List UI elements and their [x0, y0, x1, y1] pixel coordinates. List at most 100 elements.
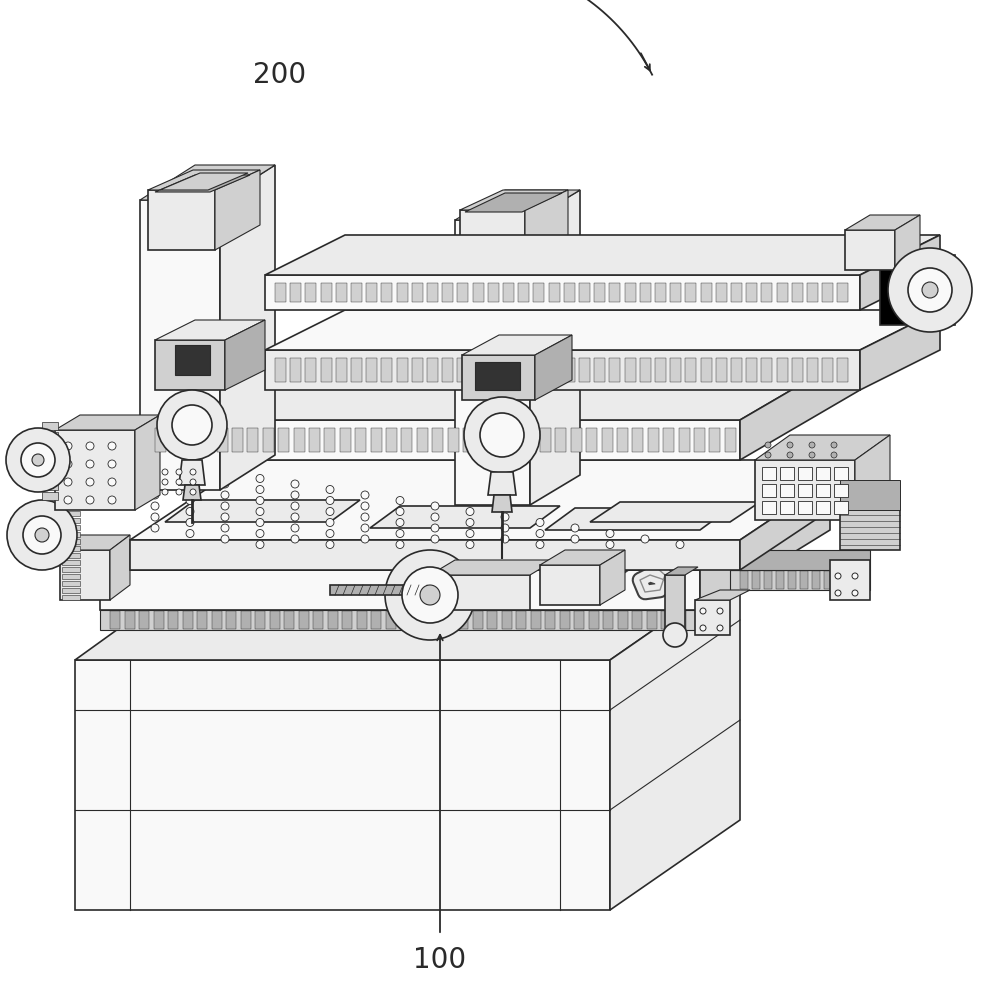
- Polygon shape: [442, 283, 453, 302]
- Polygon shape: [182, 611, 192, 629]
- Polygon shape: [824, 571, 832, 589]
- Circle shape: [361, 513, 369, 521]
- Circle shape: [256, 497, 264, 505]
- Polygon shape: [397, 358, 408, 382]
- Polygon shape: [777, 358, 788, 382]
- Circle shape: [35, 528, 49, 542]
- Polygon shape: [62, 567, 80, 572]
- Polygon shape: [110, 535, 130, 600]
- Circle shape: [162, 479, 168, 485]
- Polygon shape: [290, 283, 301, 302]
- Polygon shape: [444, 611, 454, 629]
- Polygon shape: [798, 467, 812, 480]
- Circle shape: [151, 502, 159, 510]
- Polygon shape: [588, 611, 598, 629]
- Circle shape: [221, 469, 229, 477]
- Circle shape: [221, 480, 229, 488]
- Polygon shape: [731, 283, 742, 302]
- Circle shape: [501, 524, 509, 532]
- Polygon shape: [740, 350, 860, 460]
- Polygon shape: [807, 358, 818, 382]
- Polygon shape: [240, 611, 250, 629]
- Circle shape: [151, 469, 159, 477]
- Polygon shape: [148, 190, 215, 250]
- Circle shape: [852, 573, 858, 579]
- Polygon shape: [816, 484, 830, 497]
- Polygon shape: [780, 501, 794, 514]
- Polygon shape: [549, 358, 560, 382]
- Polygon shape: [442, 358, 453, 382]
- Circle shape: [466, 530, 474, 538]
- Polygon shape: [602, 428, 613, 452]
- Polygon shape: [217, 428, 228, 452]
- Polygon shape: [694, 428, 705, 452]
- Polygon shape: [746, 283, 757, 302]
- Polygon shape: [540, 428, 551, 452]
- Polygon shape: [837, 358, 848, 382]
- Polygon shape: [381, 283, 392, 302]
- Polygon shape: [788, 571, 796, 589]
- Circle shape: [151, 491, 159, 499]
- Polygon shape: [617, 428, 628, 452]
- Polygon shape: [220, 165, 275, 490]
- Circle shape: [361, 535, 369, 543]
- Polygon shape: [330, 585, 430, 595]
- Polygon shape: [275, 283, 286, 302]
- Polygon shape: [618, 611, 628, 629]
- Circle shape: [221, 535, 229, 543]
- Polygon shape: [463, 428, 474, 452]
- Circle shape: [86, 460, 94, 468]
- Polygon shape: [370, 506, 560, 528]
- Circle shape: [256, 530, 264, 538]
- Polygon shape: [880, 255, 955, 325]
- Polygon shape: [462, 335, 572, 355]
- Circle shape: [221, 502, 229, 510]
- Polygon shape: [676, 611, 686, 629]
- Polygon shape: [179, 460, 205, 485]
- Polygon shape: [100, 610, 700, 630]
- Polygon shape: [776, 571, 784, 589]
- Polygon shape: [700, 490, 830, 610]
- Polygon shape: [701, 283, 712, 302]
- Polygon shape: [130, 540, 740, 570]
- Circle shape: [396, 541, 404, 548]
- Polygon shape: [124, 611, 134, 629]
- Polygon shape: [155, 320, 265, 340]
- Polygon shape: [816, 501, 830, 514]
- Polygon shape: [632, 428, 643, 452]
- Circle shape: [888, 248, 972, 332]
- Circle shape: [908, 268, 952, 312]
- Circle shape: [291, 491, 299, 499]
- Polygon shape: [160, 173, 248, 190]
- Polygon shape: [525, 428, 536, 452]
- Polygon shape: [695, 600, 730, 635]
- Circle shape: [765, 442, 771, 448]
- Polygon shape: [777, 283, 788, 302]
- Polygon shape: [792, 358, 803, 382]
- Polygon shape: [516, 611, 526, 629]
- Polygon shape: [284, 611, 294, 629]
- Polygon shape: [265, 235, 940, 275]
- Circle shape: [64, 496, 72, 504]
- Polygon shape: [837, 283, 848, 302]
- Circle shape: [172, 405, 212, 445]
- Circle shape: [431, 535, 439, 543]
- Polygon shape: [761, 358, 772, 382]
- Circle shape: [151, 480, 159, 488]
- Circle shape: [186, 530, 194, 538]
- Polygon shape: [225, 320, 265, 390]
- Polygon shape: [665, 575, 685, 635]
- Circle shape: [361, 524, 369, 532]
- Polygon shape: [42, 462, 58, 470]
- Polygon shape: [560, 611, 570, 629]
- Polygon shape: [812, 571, 820, 589]
- Polygon shape: [503, 283, 514, 302]
- Polygon shape: [487, 611, 497, 629]
- Circle shape: [186, 508, 194, 516]
- Polygon shape: [518, 283, 529, 302]
- Polygon shape: [855, 435, 890, 520]
- Circle shape: [676, 541, 684, 548]
- Circle shape: [221, 491, 229, 499]
- Polygon shape: [62, 511, 80, 516]
- Circle shape: [326, 508, 334, 516]
